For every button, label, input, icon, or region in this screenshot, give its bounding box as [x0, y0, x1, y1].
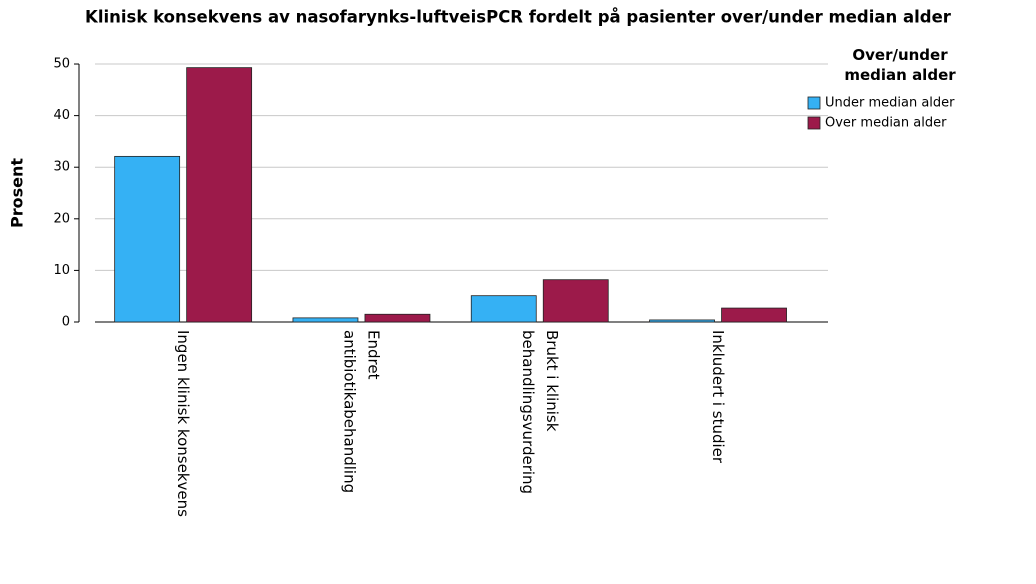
- y-tick-label: 20: [53, 211, 70, 226]
- legend-title: Over/under median alder: [844, 46, 956, 84]
- chart-title: Klinisk konsekvens av nasofarynks-luftve…: [85, 8, 952, 27]
- bar: [364, 313, 431, 323]
- x-tick-label: Inkludert i studier: [710, 330, 728, 464]
- y-tick-label: 40: [53, 108, 70, 123]
- y-tick-label: 50: [53, 57, 70, 72]
- legend-label: Over median alder: [825, 116, 947, 131]
- x-tick-label: Ingen klinisk konsekvens: [175, 330, 193, 517]
- legend-label: Under median alder: [825, 96, 955, 111]
- y-tick-label: 30: [53, 160, 70, 175]
- bar: [721, 307, 787, 323]
- y-axis-title: Prosent: [8, 158, 27, 228]
- bar: [470, 295, 537, 323]
- bar: [649, 319, 715, 323]
- x-tick-label: Endretantibiotikabehandling: [341, 330, 383, 493]
- bar: [542, 279, 609, 323]
- bar: [292, 317, 359, 323]
- bar: [114, 155, 181, 323]
- x-tick-label: Brukt i kliniskbehandlingsvurdering: [519, 330, 561, 494]
- legend-swatch: [807, 96, 821, 110]
- bar: [186, 67, 253, 323]
- legend-swatch: [807, 116, 821, 130]
- y-tick-label: 10: [53, 263, 70, 278]
- y-tick-label: 0: [62, 315, 70, 330]
